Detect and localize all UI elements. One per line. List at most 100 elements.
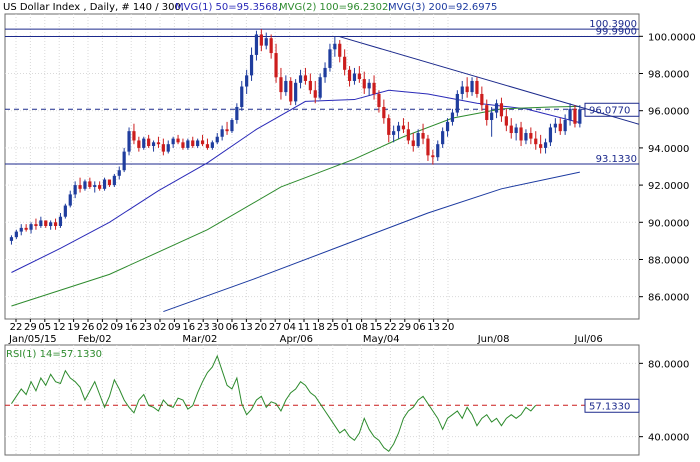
candle-body: [441, 131, 445, 145]
y-tick-label: 96.0000: [648, 107, 689, 118]
rsi-level-tag: [584, 398, 640, 413]
month-label: Mar/02: [182, 334, 217, 345]
candle-body: [362, 79, 366, 89]
x-tick-label: 13: [427, 322, 440, 333]
candle-body: [338, 43, 342, 57]
x-tick-label: 05: [38, 322, 51, 333]
candle-body: [416, 133, 420, 147]
candle-body: [88, 181, 92, 187]
candle-body: [347, 69, 352, 81]
candle-body: [578, 109, 582, 124]
candle-body: [240, 86, 244, 107]
candle-body: [289, 80, 293, 102]
candle-body: [186, 140, 190, 148]
candle-body: [210, 142, 214, 148]
x-tick-label: 20: [442, 322, 455, 333]
candle-body: [215, 136, 219, 143]
candle-body: [249, 54, 254, 76]
x-tick-label: 02: [154, 322, 167, 333]
candle-body: [166, 144, 170, 152]
candle-body: [406, 129, 410, 141]
candle-body: [9, 237, 14, 241]
x-tick-label: 12: [53, 322, 66, 333]
candle-body: [539, 144, 543, 148]
candle-body: [519, 127, 523, 141]
x-tick-label: 11: [298, 322, 311, 333]
candle-body: [44, 220, 48, 227]
candle-body: [308, 80, 312, 91]
candle-body: [156, 142, 161, 145]
month-label: Jul/06: [574, 334, 603, 345]
candle-body: [171, 138, 175, 145]
candle-body: [191, 140, 195, 147]
month-label: Jun/08: [477, 334, 510, 345]
candle-body: [132, 131, 136, 141]
month-label: Jan/05/15: [8, 334, 57, 345]
candle-body: [147, 138, 151, 147]
candle-body: [372, 82, 376, 94]
candle-body: [367, 82, 371, 89]
header-mvg1: MVG(1) 50=95.3568,: [175, 2, 281, 13]
trendline-layer: [339, 36, 640, 125]
candle-body: [421, 133, 425, 139]
candle-body: [504, 116, 508, 126]
candle-body: [485, 105, 489, 121]
y-tick-label: 100.0000: [648, 32, 696, 43]
candle-body: [553, 123, 557, 128]
candle-body: [200, 140, 205, 145]
candle-body: [563, 120, 567, 132]
candle-body: [377, 93, 381, 107]
candle-body: [455, 93, 459, 113]
rsi-plot-frame: [4, 344, 640, 456]
x-tick-label: 20: [254, 322, 267, 333]
candle-body: [220, 129, 224, 137]
x-tick-label: 29: [398, 322, 411, 333]
candle-body: [102, 179, 107, 189]
current-price-label: 96.0770: [589, 105, 630, 116]
candle-body: [137, 140, 141, 148]
candle-body: [19, 227, 23, 232]
ma100-line: [11, 105, 580, 307]
x-tick-label: 09: [110, 322, 123, 333]
candle-body: [259, 34, 263, 46]
x-tick-label: 02: [96, 322, 109, 333]
candle-body: [494, 103, 499, 113]
candle-body: [543, 142, 548, 148]
x-tick-label: 26: [82, 322, 95, 333]
hline-label: 93.1330: [596, 154, 637, 165]
x-tick-label: 13: [240, 322, 253, 333]
x-tick-label: 01: [341, 322, 354, 333]
candle-body: [245, 75, 249, 87]
y-tick-label: 90.0000: [648, 218, 689, 229]
candle-body: [34, 224, 38, 227]
axis-labels: 22 29 05 12 19 26 02 09 16 23 02 09 16 23 30 06 13 20 27 04…: [8, 32, 696, 345]
candle-body: [387, 118, 391, 135]
candle-body: [524, 133, 528, 141]
candle-body: [475, 80, 479, 94]
candle-body: [436, 144, 440, 158]
candle-body: [284, 80, 288, 93]
candle-body: [509, 125, 513, 134]
candle-body: [98, 185, 102, 189]
candle-body: [117, 170, 121, 176]
candles: [9, 29, 582, 245]
candle-body: [151, 142, 156, 147]
x-tick-label: 30: [211, 322, 224, 333]
ma50-line: [11, 89, 580, 273]
candle-body: [333, 43, 337, 50]
candle-body: [53, 222, 58, 227]
candle-body: [112, 175, 116, 186]
candle-body: [279, 77, 283, 93]
rsi-layer: 80.0000 40.0000 57.1330: [5, 345, 689, 455]
candle-body: [382, 106, 386, 119]
candle-body: [58, 216, 63, 227]
candle-body: [460, 86, 464, 94]
hline-label: 100.3900: [589, 19, 637, 30]
month-label: Apr/06: [280, 334, 313, 345]
candle-body: [401, 125, 406, 130]
candle-body: [318, 77, 322, 98]
candle-body: [63, 205, 67, 217]
